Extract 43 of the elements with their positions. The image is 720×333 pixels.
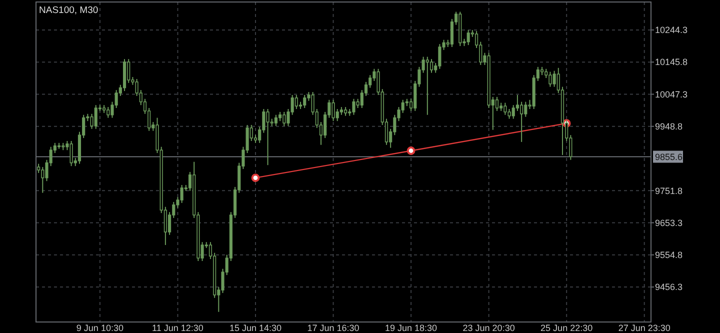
candlestick xyxy=(512,104,515,120)
candlestick xyxy=(495,96,499,112)
x-tick-label: 17 Jun 16:30 xyxy=(307,323,360,333)
candlestick xyxy=(294,94,298,110)
y-tick-label: 9456.3 xyxy=(655,282,683,292)
ref-line-label: 9855.6 xyxy=(655,152,683,162)
x-tick-label: 9 Jun 10:30 xyxy=(76,323,124,333)
candlestick xyxy=(41,166,44,194)
candlestick xyxy=(524,101,528,118)
candlestick xyxy=(430,58,434,74)
candlestick xyxy=(303,94,306,109)
candlestick xyxy=(332,99,335,122)
y-tick-label: 9948.8 xyxy=(655,121,683,132)
candlestick xyxy=(94,104,98,130)
candlestick xyxy=(552,70,556,88)
candlestick xyxy=(180,184,184,204)
y-tick-label: 10047.3 xyxy=(655,89,688,100)
y-tick-label: 10145.8 xyxy=(655,57,688,68)
x-tick-label: 19 Jun 18:30 xyxy=(385,323,438,333)
candlestick xyxy=(274,114,278,126)
y-tick-label: 9554.8 xyxy=(655,250,683,260)
candlestick xyxy=(504,102,507,116)
x-tick-label: 23 Jun 20:30 xyxy=(462,323,515,333)
candlestick xyxy=(466,30,470,46)
candlestick xyxy=(266,108,270,166)
x-tick-label: 11 Jun 12:30 xyxy=(152,323,204,333)
candlestick xyxy=(70,140,73,167)
candlestick xyxy=(426,56,429,116)
x-tick-label: 27 Jun 23:30 xyxy=(618,323,670,333)
candlestick xyxy=(282,111,286,126)
candlestick xyxy=(352,98,356,116)
y-tick-label: 10244.3 xyxy=(655,25,688,36)
candlestick xyxy=(106,106,110,118)
y-tick-label: 9653.3 xyxy=(655,218,683,228)
candlestick xyxy=(278,111,282,122)
x-tick-label: 15 Jun 14:30 xyxy=(229,323,282,333)
y-tick-label: 9751.8 xyxy=(655,186,683,196)
chart-title: NAS100, M30 xyxy=(39,5,98,16)
candlestick xyxy=(438,44,442,70)
x-tick-label: 25 Jun 22:30 xyxy=(540,323,593,333)
candlestick xyxy=(508,108,511,120)
candlestick xyxy=(520,101,524,142)
candlestick xyxy=(548,71,552,88)
